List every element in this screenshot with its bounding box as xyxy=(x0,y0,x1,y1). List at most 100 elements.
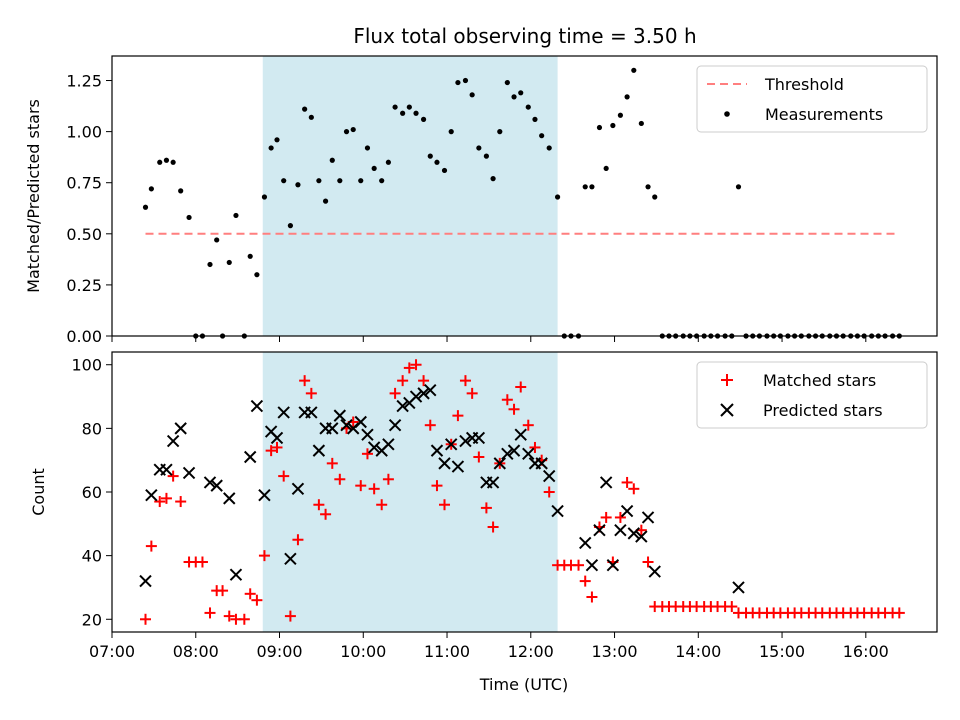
predicted-star-stroke xyxy=(210,479,223,492)
predicted-star-stroke xyxy=(535,457,548,470)
matched-star-point xyxy=(628,483,640,495)
matched-star-point xyxy=(515,381,527,393)
matched-star-point xyxy=(397,375,409,387)
measurement-point xyxy=(214,237,220,243)
predicted-star-stroke xyxy=(593,523,606,537)
measurement-point xyxy=(406,104,412,110)
predicted-star-stroke xyxy=(166,434,180,448)
predicted-star-point xyxy=(493,457,506,470)
chart-title: Flux total observing time = 3.50 h xyxy=(353,24,696,48)
matched-star-point xyxy=(258,550,270,562)
predicted-star-stroke xyxy=(493,457,506,470)
predicted-star-point xyxy=(354,415,367,429)
predicted-star-stroke xyxy=(258,488,271,502)
predicted-star-stroke xyxy=(250,399,264,413)
matched-star-point xyxy=(361,448,373,460)
predicted-star-point xyxy=(203,476,217,489)
predicted-star-point xyxy=(340,418,353,432)
matched-star-point xyxy=(238,613,250,625)
measurement-point xyxy=(337,178,343,184)
measurement-point xyxy=(624,94,630,100)
y-tick-label: 80 xyxy=(82,419,102,438)
matched-star-point xyxy=(621,476,633,488)
predicted-star-stroke xyxy=(277,406,290,419)
measurement-point xyxy=(511,94,517,100)
measurement-point xyxy=(302,106,308,112)
predicted-star-point xyxy=(543,469,556,483)
x-axis-label: Time (UTC) xyxy=(479,675,568,694)
matched-star-point xyxy=(292,534,304,546)
measurement-point xyxy=(504,79,510,86)
matched-star-point xyxy=(466,387,478,399)
measurement-point xyxy=(247,253,253,259)
matched-star-point xyxy=(600,511,612,523)
predicted-star-point xyxy=(160,463,173,476)
matched-star-point xyxy=(614,511,626,523)
measurement-point xyxy=(490,176,496,182)
predicted-star-point xyxy=(417,387,430,400)
predicted-star-point xyxy=(551,504,564,518)
predicted-star-point xyxy=(579,536,592,550)
predicted-star-stroke xyxy=(507,444,521,457)
predicted-star-stroke xyxy=(472,431,486,445)
predicted-star-stroke xyxy=(430,444,444,457)
matched-star-point xyxy=(271,441,283,453)
predicted-star-point xyxy=(732,581,745,594)
measurement-point xyxy=(254,272,260,278)
predicted-star-stroke xyxy=(326,422,339,435)
measurement-point xyxy=(178,188,184,194)
measurement-point xyxy=(295,182,301,188)
predicted-star-stroke xyxy=(620,504,634,518)
matched-star-point xyxy=(642,556,654,568)
measurement-point xyxy=(582,184,588,190)
predicted-star-stroke xyxy=(284,552,297,566)
x-tick-label: 13:00 xyxy=(591,642,637,661)
bottom-panel-ticks: 20 40 60 80 100 07:00 08:00 09:00 10:00 11:00 12:0… xyxy=(71,356,888,661)
predicted-star-stroke xyxy=(409,390,423,403)
matched-star-point xyxy=(284,610,296,622)
measurement-point xyxy=(603,165,609,172)
predicted-star-stroke xyxy=(264,425,278,438)
bottom-ylabel: Count xyxy=(29,468,48,516)
measurement-point xyxy=(476,145,482,151)
predicted-star-stroke xyxy=(396,399,409,413)
matched-star-point xyxy=(160,492,172,504)
measurement-point xyxy=(554,194,561,200)
x-tick-label: 10:00 xyxy=(340,642,386,661)
measurement-point xyxy=(420,116,427,122)
predicted-star-point xyxy=(507,444,521,457)
predicted-star-point xyxy=(459,434,472,448)
matched-star-point xyxy=(893,607,905,619)
predicted-star-stroke xyxy=(223,492,236,505)
matched-star-point xyxy=(501,394,513,406)
matched-star-point xyxy=(334,473,346,485)
predicted-star-point xyxy=(182,466,196,480)
matched-star-point xyxy=(251,594,263,606)
top-ylabel: Matched/Predicted stars xyxy=(24,99,43,293)
matched-star-point xyxy=(389,387,401,399)
predicted-star-point xyxy=(451,460,465,473)
predicted-star-point xyxy=(486,476,500,489)
matched-star-point xyxy=(305,387,317,399)
measurement-point xyxy=(427,153,433,159)
predicted-star-stroke xyxy=(641,511,655,524)
measurement-point xyxy=(617,112,624,118)
measurement-point xyxy=(483,153,489,159)
measurement-point xyxy=(308,114,314,120)
bottom-legend-box xyxy=(696,361,928,429)
matched-star-point xyxy=(459,375,471,387)
measurement-point xyxy=(322,198,329,204)
measurement-point xyxy=(379,178,385,184)
predicted-star-stroke xyxy=(585,558,599,572)
predicted-star-stroke xyxy=(648,565,661,578)
measurement-point xyxy=(392,104,398,110)
predicted-star-point xyxy=(382,438,395,451)
predicted-star-point xyxy=(424,383,437,397)
predicted-star-point xyxy=(250,399,264,413)
measurement-point xyxy=(546,145,552,151)
x-tick-label: 07:00 xyxy=(89,642,135,661)
measurement-point xyxy=(589,184,595,190)
predicted-star-stroke xyxy=(522,447,535,461)
top-legend: Threshold Measurements xyxy=(696,65,928,133)
